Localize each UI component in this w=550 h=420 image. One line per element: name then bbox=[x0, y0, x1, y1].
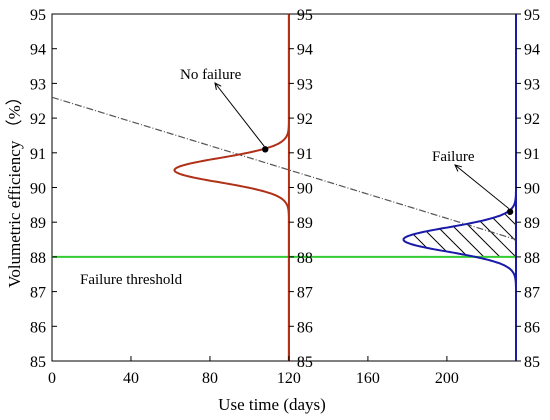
y-tick-label: 94 bbox=[297, 42, 313, 59]
hatch-stroke bbox=[503, 212, 516, 257]
y-tick-label: 86 bbox=[30, 319, 46, 336]
y-tick-label: 91 bbox=[524, 146, 540, 163]
y-tick-label: 87 bbox=[297, 285, 313, 302]
trend-line bbox=[52, 96, 516, 241]
y-tick-label: 90 bbox=[30, 181, 46, 198]
distribution-curve bbox=[173, 14, 290, 361]
x-axis-label: Use time (days) bbox=[218, 395, 326, 414]
y-tick-label: 95 bbox=[297, 7, 313, 24]
y-tick-label: 95 bbox=[524, 7, 540, 24]
y-tick-label: 89 bbox=[30, 215, 46, 232]
y-tick-label: 88 bbox=[297, 250, 313, 267]
x-tick-label: 40 bbox=[123, 370, 139, 387]
y-tick-label: 91 bbox=[297, 146, 313, 163]
annotation-arrow bbox=[214, 82, 265, 147]
y-tick-label: 87 bbox=[524, 285, 540, 302]
y-tick-label: 85 bbox=[30, 354, 46, 371]
y-tick-label: 89 bbox=[524, 215, 540, 232]
annotation-arrow bbox=[454, 164, 510, 210]
y-tick-label: 92 bbox=[30, 111, 46, 128]
y-tick-label: 86 bbox=[524, 319, 540, 336]
y-tick-label: 87 bbox=[30, 285, 46, 302]
y-tick-label: 90 bbox=[524, 181, 540, 198]
y-tick-label: 91 bbox=[30, 146, 46, 163]
failure-label: Failure bbox=[432, 149, 475, 165]
y-tick-label: 90 bbox=[297, 181, 313, 198]
y-tick-label: 89 bbox=[297, 215, 313, 232]
y-axis-label: Volumetric efficiency （%） bbox=[5, 88, 24, 288]
hatch-stroke bbox=[487, 212, 516, 257]
y-tick-label: 94 bbox=[30, 42, 46, 59]
y-tick-label: 93 bbox=[524, 76, 540, 93]
y-tick-label: 93 bbox=[297, 76, 313, 93]
marked-point bbox=[262, 146, 269, 153]
plot-area bbox=[51, 13, 517, 362]
annotation-layer bbox=[214, 82, 514, 215]
y-tick-label: 85 bbox=[524, 354, 540, 371]
y-tick-label: 95 bbox=[30, 7, 46, 24]
failure-threshold-label: Failure threshold bbox=[80, 272, 183, 288]
annotation-arrowhead bbox=[214, 82, 222, 90]
y-tick-label: 88 bbox=[524, 250, 540, 267]
y-tick-label: 85 bbox=[297, 354, 313, 371]
marked-point bbox=[506, 208, 514, 215]
x-tick-label: 0 bbox=[48, 370, 56, 387]
y-tick-label: 92 bbox=[297, 111, 313, 128]
y-tick-label: 92 bbox=[524, 111, 540, 128]
no-failure-label: No failure bbox=[180, 67, 242, 83]
annotation-arrowhead bbox=[454, 164, 462, 172]
y-tick-label: 88 bbox=[30, 250, 46, 267]
y-tick-label: 86 bbox=[297, 319, 313, 336]
x-tick-label: 120 bbox=[277, 370, 301, 387]
x-tick-label: 200 bbox=[435, 370, 459, 387]
lines-layer bbox=[52, 96, 516, 258]
y-tick-label: 94 bbox=[524, 42, 540, 59]
ticks-layer: 85 86 87 88 89 90 91 92 93 94 95 85 86 87 88 89 90 91 92 93… bbox=[30, 7, 540, 387]
y-tick-label: 93 bbox=[30, 76, 46, 93]
x-tick-label: 160 bbox=[356, 370, 380, 387]
x-tick-label: 80 bbox=[202, 370, 218, 387]
